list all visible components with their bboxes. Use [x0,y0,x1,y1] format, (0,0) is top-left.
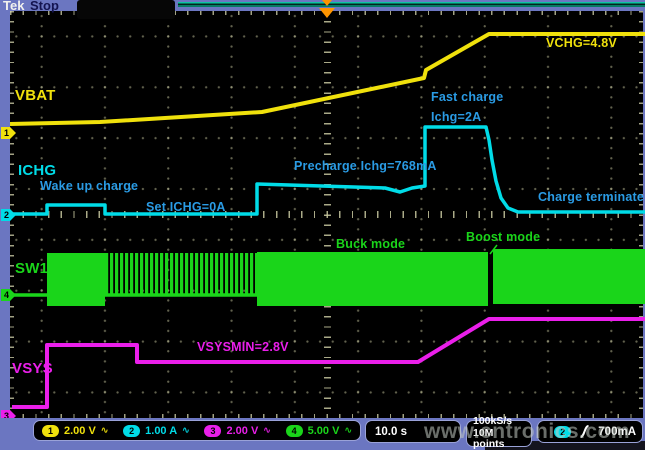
ch4-scale: 5.00 V [307,424,340,437]
record-view-bar [178,2,645,7]
trace-sw1-buck-block [257,252,488,306]
annotation-vchg: VCHG=4.8V [546,36,617,50]
acquisition-box: 100kS/s 10M points [466,416,532,450]
trace-boost-pointer [489,244,498,255]
trace-sw1-sparse-switching [105,253,257,295]
timebase-box: 10.0 s [365,420,461,443]
trace-vsys [12,317,645,409]
ichg-trace-label: ICHG [18,162,57,179]
bottom-right-dark-strip [485,441,645,450]
ch3-badge: 3 [204,424,222,437]
annotation-fast-charge: Fast charge [431,90,504,104]
trace-sw1-boost-block [493,249,645,304]
ch1-reference-marker: 1 [1,127,16,139]
ch1-scale: 2.00 V [64,424,96,437]
status-bar: 1 2.00 V ∿ 2 1.00 A ∿ 3 2.00 V ∿ 4 5.00 … [0,416,645,450]
ch1-badge: 1 [42,424,59,437]
vbat-trace-label: VBAT [15,87,56,104]
ch3-coupling-icon: ∿ [263,425,271,435]
ch2-setting: 2 1.00 A ∿ [123,424,190,437]
trace-sw1-burst-block [47,253,105,306]
annotation-charge-terminate: Charge terminate [538,190,645,204]
ch4-setting: 4 5.00 V ∿ [285,424,352,437]
annotation-vsysmin: VSYSMIN=2.8V [197,340,289,354]
ch4-badge: 4 [285,424,303,437]
trigger-level: 700mA [598,425,636,438]
ch2-badge: 2 [123,424,141,437]
record-length: 10M points [473,426,505,450]
graticule [10,11,643,418]
trace-vbat [9,32,645,126]
ch3-setting: 3 2.00 V ∿ [204,424,271,437]
sample-rate: 100kS/s [473,415,513,428]
annotation-set-ichg: Set ICHG=0A [146,200,226,214]
rising-edge-icon [580,425,590,438]
annotation-wake-up-charge: Wake up charge [40,179,139,193]
annotation-fast-charge-current: Ichg=2A [431,110,482,124]
trace-ichg [10,125,645,216]
annotation-precharge: Precharge Ichg=768mA [294,159,437,173]
sw1-trace-label: SW1 [15,260,49,277]
ch2-scale: 1.00 A [145,424,178,437]
ch1-coupling-icon: ∿ [100,425,109,435]
trigger-source-badge: 2 [554,425,572,438]
acquisition-info-box [77,0,175,19]
tek-logo: Tek [3,0,25,13]
ch4-reference-marker: 4 [1,289,16,301]
annotation-buck-mode: Buck mode [336,237,406,251]
ch3-scale: 2.00 V [226,424,259,437]
acquisition-status: Stop [30,0,59,13]
timebase-value: 10.0 s [375,425,407,438]
channel-settings-box: 1 2.00 V ∿ 2 1.00 A ∿ 3 2.00 V ∿ 4 5.00 … [33,420,361,441]
trigger-position-icon [322,0,332,6]
vsys-trace-label: VSYS [12,360,53,377]
ch1-setting: 1 2.00 V ∿ [42,424,109,437]
ch4-coupling-icon: ∿ [344,425,352,435]
ch2-reference-marker: 2 [1,209,16,221]
graticule-center-horizontal-ticks [10,211,643,218]
ch2-coupling-icon: ∿ [182,425,190,435]
trigger-box: 2 700mA [537,420,643,443]
annotation-boost-mode: Boost mode [466,230,541,244]
trigger-position-marker-icon [319,8,335,18]
